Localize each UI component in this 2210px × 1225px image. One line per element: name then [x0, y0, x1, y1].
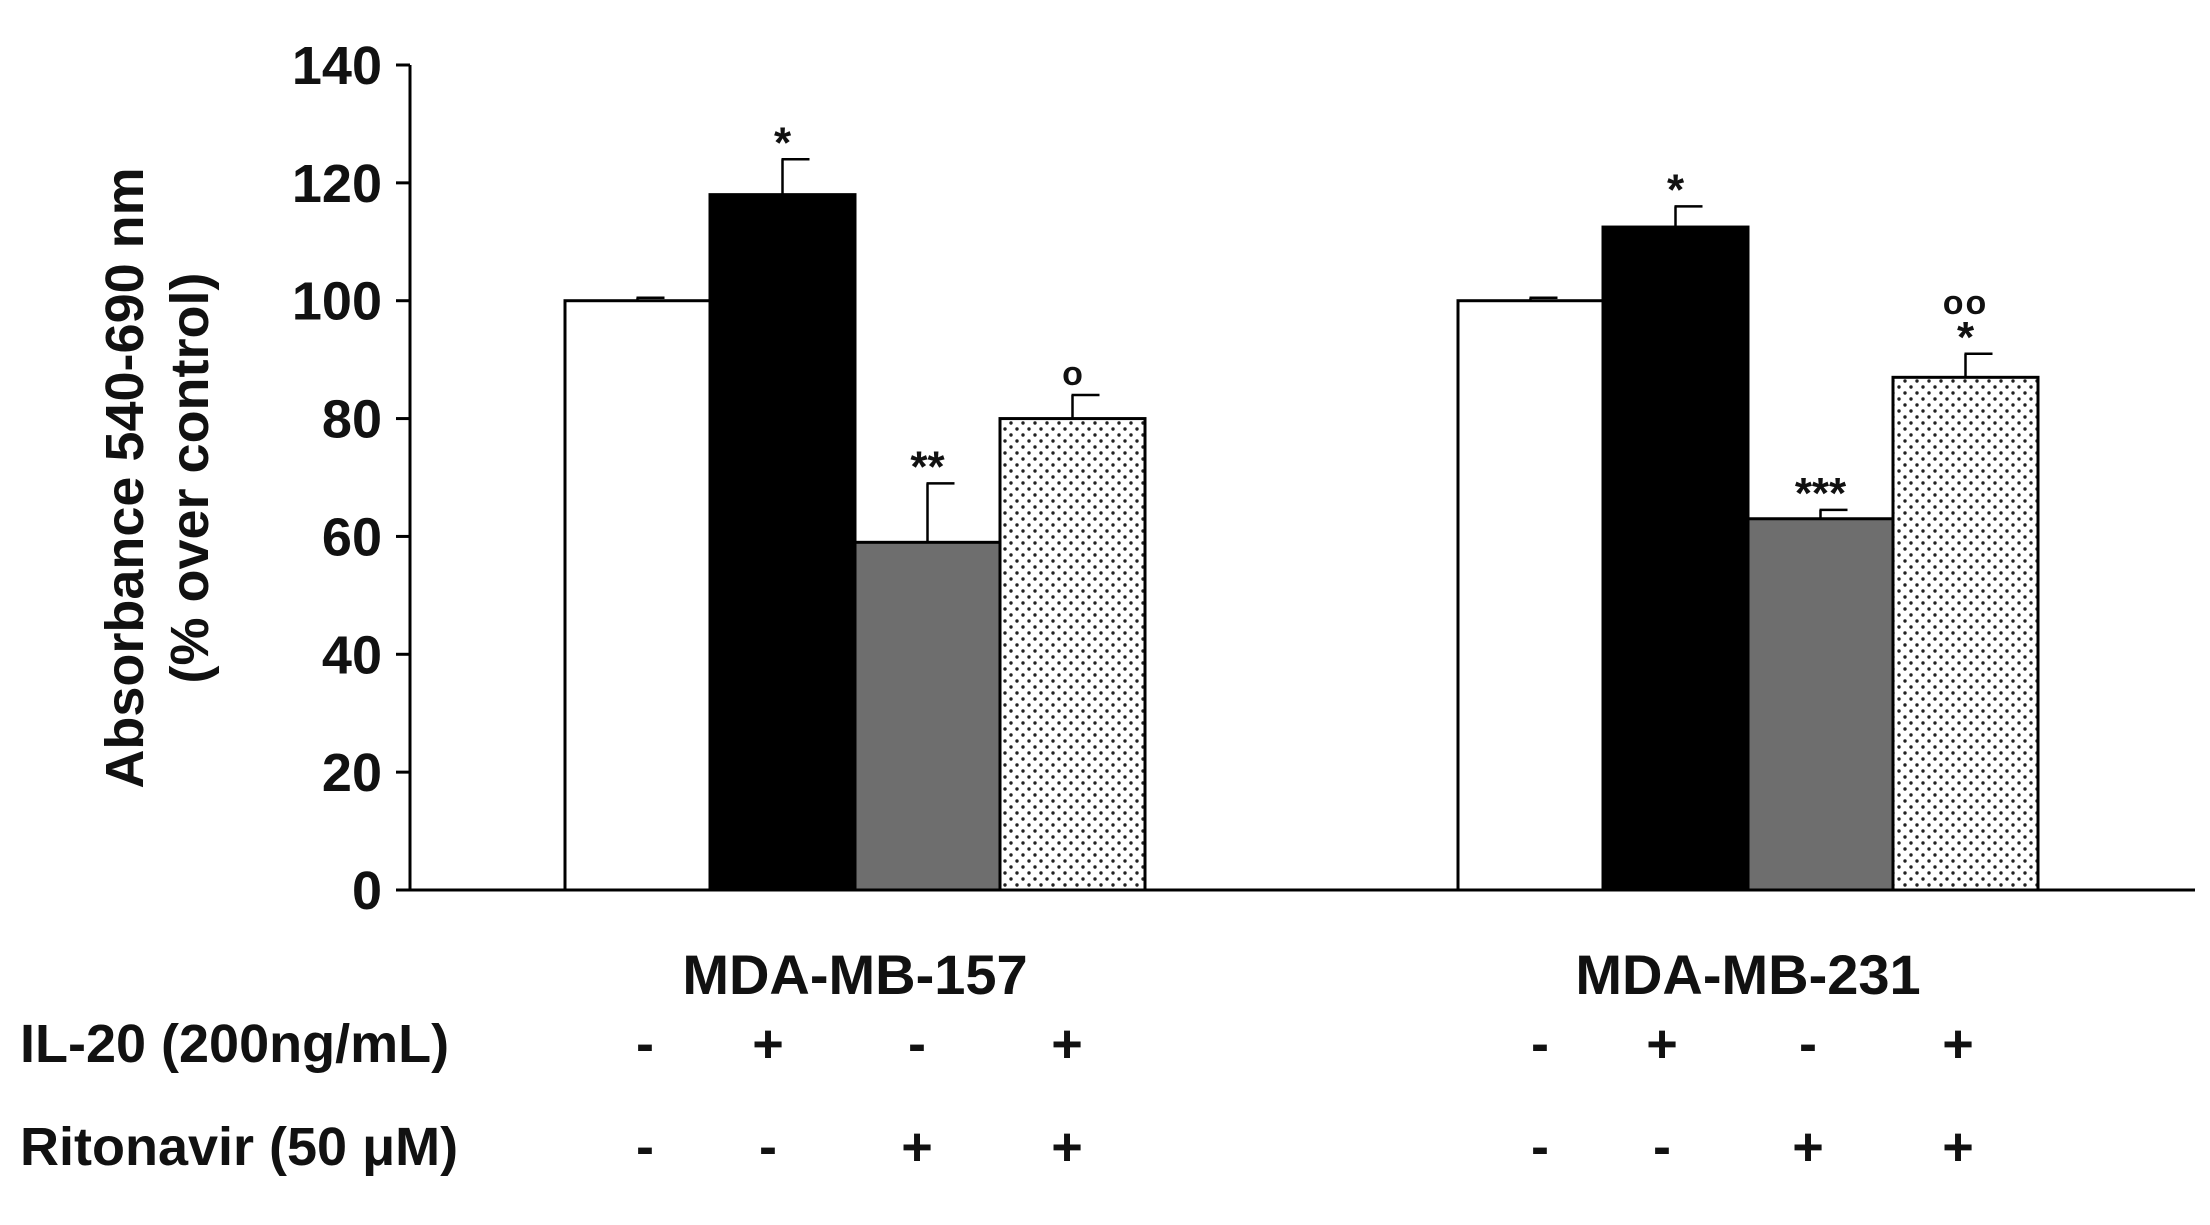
minus-sign: - [908, 1014, 926, 1074]
bar [853, 540, 1002, 892]
bar [998, 417, 1147, 892]
treatment-row-label: Ritonavir (50 μM) [20, 1117, 458, 1177]
bar [1601, 225, 1750, 892]
minus-sign: - [759, 1117, 777, 1177]
treatment-row-label: IL-20 (200ng/mL) [20, 1014, 449, 1074]
plus-sign: + [1051, 1117, 1083, 1177]
y-tick-label: 140 [292, 36, 382, 96]
y-tick-label: 0 [352, 861, 382, 921]
significance-annotation: ** [910, 442, 945, 491]
minus-sign: - [636, 1014, 654, 1074]
bar [708, 193, 857, 892]
plus-sign: + [1051, 1014, 1083, 1074]
significance-annotation: * [1957, 313, 1975, 362]
minus-sign: - [1531, 1117, 1549, 1177]
y-axis-title: (% over control) [160, 272, 220, 683]
bar [1746, 517, 1895, 892]
minus-sign: - [1653, 1117, 1671, 1177]
y-tick-label: 20 [322, 743, 382, 803]
plus-sign: + [1792, 1117, 1824, 1177]
y-tick-label: 40 [322, 625, 382, 685]
minus-sign: - [1531, 1014, 1549, 1074]
significance-annotation: * [774, 118, 792, 167]
plus-sign: + [1646, 1014, 1678, 1074]
plus-sign: + [1942, 1117, 1974, 1177]
minus-sign: - [1799, 1014, 1817, 1074]
plus-sign: + [1942, 1014, 1974, 1074]
group-label: MDA-MB-157 [682, 943, 1027, 1006]
y-tick-label: 100 [292, 272, 382, 332]
plus-sign: + [901, 1117, 933, 1177]
bar [563, 299, 712, 892]
significance-annotation: oo [1943, 284, 1989, 322]
y-tick-label: 60 [322, 507, 382, 567]
y-axis-title: Absorbance 540-690 nm [95, 167, 155, 788]
bar [1456, 299, 1605, 892]
group-label: MDA-MB-231 [1575, 943, 1920, 1006]
significance-annotation: *** [1795, 469, 1847, 518]
plus-sign: + [752, 1014, 784, 1074]
y-tick-label: 120 [292, 154, 382, 214]
significance-annotation: o [1062, 355, 1083, 393]
significance-annotation: * [1667, 165, 1685, 214]
y-tick-label: 80 [322, 390, 382, 450]
minus-sign: - [636, 1117, 654, 1177]
bar [1891, 375, 2040, 892]
